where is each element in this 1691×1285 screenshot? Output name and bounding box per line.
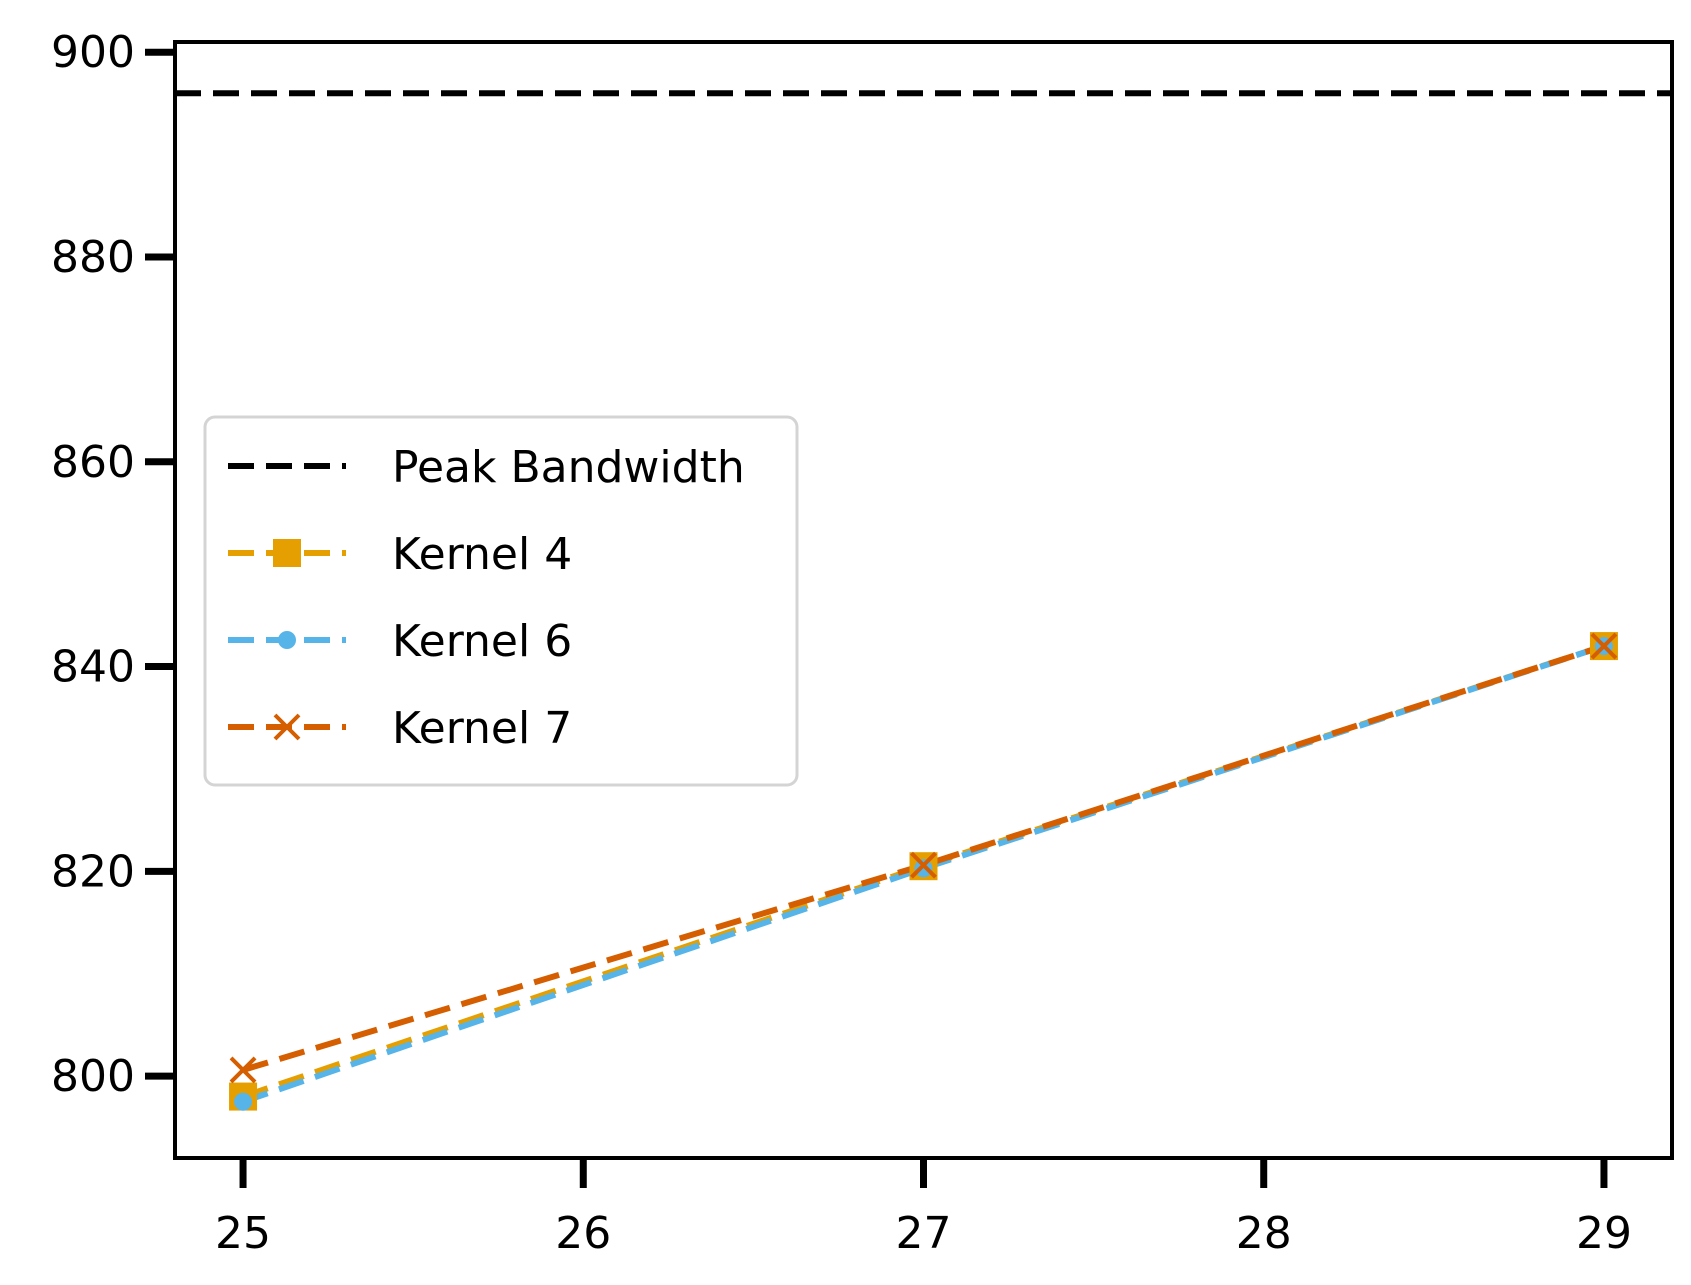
- marker-circle: [278, 631, 296, 649]
- plot-lines: [175, 90, 1672, 1111]
- legend: Peak Bandwidth Kernel 4 Kernel 6 Kernel 7: [203, 415, 799, 787]
- legend-label: Kernel 7: [392, 703, 572, 754]
- y-tick-label: 840: [51, 642, 135, 693]
- y-axis: 800 820 840 860 880 900: [51, 27, 175, 1102]
- marker-circle: [234, 1092, 253, 1111]
- marker-square: [273, 539, 301, 567]
- marker-x: [1590, 632, 1618, 660]
- y-tick-label: 800: [51, 1051, 135, 1102]
- legend-label: Kernel 4: [392, 529, 572, 580]
- x-tick-label: 27: [896, 1208, 952, 1259]
- x-tick-label: 26: [555, 1208, 611, 1259]
- series-kernel-7-line: [242, 643, 1605, 1073]
- y-tick-label: 880: [51, 232, 135, 283]
- marker-x: [229, 1056, 257, 1084]
- marker-x: [273, 713, 301, 741]
- x-tick-label: 29: [1576, 1208, 1632, 1259]
- x-tick-label: 25: [215, 1208, 271, 1259]
- marker-circle: [914, 859, 933, 878]
- legend-box: [203, 415, 799, 787]
- legend-label: Peak Bandwidth: [392, 442, 745, 493]
- legend-label: Kernel 6: [392, 616, 572, 667]
- x-tick-label: 28: [1236, 1208, 1292, 1259]
- y-tick-label: 900: [51, 27, 135, 78]
- x-axis: 25 26 27 28 29: [215, 1158, 1632, 1259]
- marker-x: [910, 851, 937, 879]
- y-tick-label: 820: [51, 846, 135, 897]
- y-tick-label: 860: [51, 437, 135, 488]
